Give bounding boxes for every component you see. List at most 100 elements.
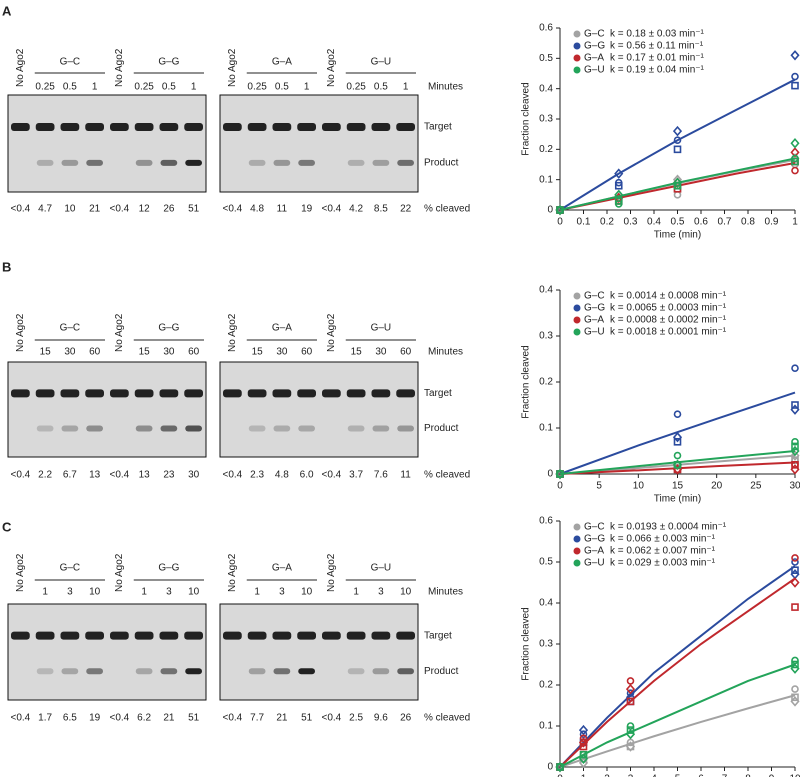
x-tick-label: 0.8 — [741, 217, 755, 228]
legend-marker — [573, 328, 581, 336]
y-tick-label: 0.4 — [539, 83, 553, 94]
cleaved-value: <0.4 — [322, 713, 342, 724]
product-band — [347, 425, 365, 432]
control-label: No Ago2 — [227, 553, 238, 592]
target-band — [60, 123, 80, 132]
product-label: Product — [424, 423, 459, 434]
x-tick-label: 0.7 — [718, 217, 732, 228]
product-band — [372, 668, 390, 675]
product-band — [397, 425, 414, 432]
cleaved-value: 3.7 — [349, 470, 363, 481]
control-label: No Ago2 — [114, 553, 125, 592]
group-label: G–G — [158, 323, 179, 334]
point — [791, 401, 799, 409]
minutes-label: Minutes — [428, 82, 463, 93]
point — [673, 451, 682, 460]
target-band — [60, 631, 80, 640]
time-label: 30 — [375, 347, 387, 358]
fit-line — [559, 565, 796, 768]
y-tick-label: 0.5 — [539, 53, 553, 64]
control-label: No Ago2 — [114, 313, 125, 352]
cleaved-value: <0.4 — [322, 470, 342, 481]
point — [556, 206, 564, 214]
point — [614, 168, 624, 179]
fit-line — [559, 577, 796, 768]
target-band — [85, 389, 104, 398]
time-label: 1 — [304, 82, 310, 93]
time-label: 30 — [64, 347, 76, 358]
target-label: Target — [424, 630, 452, 641]
cleaved-value: <0.4 — [11, 470, 31, 481]
target-band — [297, 123, 316, 132]
point — [626, 677, 635, 685]
target-band — [110, 123, 129, 132]
control-label: No Ago2 — [227, 48, 238, 87]
x-tick-label: 4 — [651, 774, 657, 777]
group-label: G–G — [158, 563, 179, 574]
cleaved-value: <0.4 — [322, 204, 342, 215]
target-band — [159, 123, 179, 132]
control-label: No Ago2 — [15, 313, 26, 352]
point — [790, 450, 800, 461]
product-band — [36, 159, 54, 166]
cleaved-value: 23 — [163, 470, 175, 481]
target-band — [184, 631, 203, 640]
target-band — [85, 123, 104, 132]
product-band — [86, 159, 103, 166]
point — [625, 683, 636, 695]
time-label: 0.25 — [247, 82, 267, 93]
legend-rate: k = 0.0193 ± 0.0004 min⁻¹ — [610, 522, 727, 533]
product-label: Product — [424, 158, 459, 169]
cleaved-value: 4.2 — [349, 204, 363, 215]
legend-name: G–A — [584, 546, 604, 557]
x-tick-label: 15 — [672, 481, 684, 492]
y-tick-label: 0.5 — [539, 557, 553, 568]
x-tick-label: 1 — [581, 774, 587, 777]
legend-marker — [573, 523, 581, 531]
cleaved-value: 51 — [301, 713, 313, 724]
legend-name: G–C — [584, 291, 605, 302]
control-label: No Ago2 — [15, 553, 26, 592]
x-tick-label: 0.4 — [647, 217, 661, 228]
product-band — [61, 425, 79, 432]
point — [626, 689, 635, 698]
x-axis-label: Time (min) — [654, 494, 701, 505]
cleaved-value: 21 — [163, 713, 175, 724]
product-band — [36, 668, 54, 675]
cleaved-value: 6.0 — [300, 470, 314, 481]
x-tick-label: 30 — [789, 481, 800, 492]
point — [614, 197, 623, 205]
point — [791, 660, 799, 669]
product-band — [298, 668, 315, 675]
x-tick-label: 0 — [557, 481, 563, 492]
cleaved-value: 21 — [89, 204, 101, 215]
time-label: 0.25 — [346, 82, 366, 93]
cleaved-value: 9.6 — [374, 713, 388, 724]
legend-marker — [573, 304, 581, 312]
point — [791, 603, 799, 611]
legend-name: G–A — [584, 315, 604, 326]
group-label: G–G — [158, 57, 179, 68]
legend-rate: k = 0.0065 ± 0.0003 min⁻¹ — [610, 303, 727, 314]
cleaved-value: <0.4 — [11, 204, 31, 215]
minutes-label: Minutes — [428, 587, 463, 598]
time-label: 60 — [188, 347, 200, 358]
legend-name: G–G — [584, 303, 605, 314]
control-label: No Ago2 — [326, 48, 337, 87]
target-band — [247, 389, 267, 398]
target-band — [223, 389, 242, 398]
gel — [7, 94, 207, 193]
time-label: 15 — [252, 347, 264, 358]
target-band — [134, 389, 154, 398]
point — [626, 722, 635, 730]
time-label: 15 — [40, 347, 52, 358]
product-band — [185, 668, 202, 675]
product-band — [185, 425, 202, 432]
product-band — [185, 159, 202, 166]
target-band — [272, 631, 292, 640]
y-tick-label: 0.3 — [539, 331, 553, 342]
time-label: 10 — [188, 587, 200, 598]
product-band — [298, 425, 315, 432]
control-label: No Ago2 — [326, 313, 337, 352]
time-label: 3 — [279, 587, 285, 598]
